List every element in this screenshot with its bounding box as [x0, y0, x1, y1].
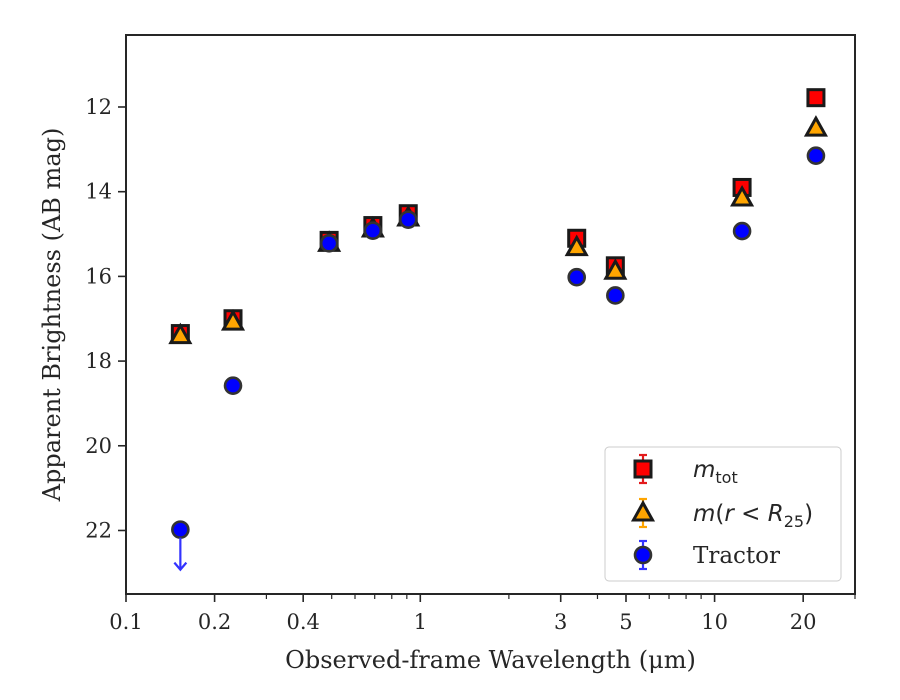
x-tick-label: 0.1 — [109, 610, 142, 634]
tractor-point — [732, 221, 752, 241]
plot-frame — [125, 34, 856, 595]
upper-limit-arrowhead — [173, 561, 188, 572]
y-tick-label: 18 — [85, 349, 112, 373]
y-axis-label: Apparent Brightness (AB mag) — [38, 128, 66, 503]
y-tick-label: 22 — [85, 518, 112, 542]
tractor-point — [223, 376, 243, 395]
legend-marker — [630, 499, 656, 522]
m-r25-point — [564, 234, 589, 257]
x-tick-label: 0.2 — [198, 610, 231, 634]
x-tick-label: 10 — [701, 610, 728, 634]
tractor-point — [171, 520, 190, 539]
m-r25-point — [220, 309, 246, 331]
tractor-point — [363, 221, 383, 240]
x-tick-label: 5 — [619, 610, 632, 634]
tractor-point — [806, 146, 826, 165]
m-r25-point — [603, 258, 628, 280]
tractor-point — [567, 267, 587, 287]
y-tick-label: 14 — [85, 180, 112, 204]
y-tick-label: 20 — [85, 434, 112, 458]
m-r25-point — [168, 322, 193, 345]
m-tot-point — [806, 88, 826, 108]
x-tick-label: 0.4 — [286, 610, 319, 634]
x-tick-label: 1 — [414, 610, 427, 634]
legend-entry — [633, 453, 653, 485]
legend: mtot m(r < R25) Tractor — [604, 446, 842, 582]
legend-label-tractor: Tractor — [693, 543, 780, 569]
x-tick-label: 20 — [790, 610, 817, 634]
tractor-point — [398, 210, 418, 229]
m-r25-point — [803, 115, 828, 137]
series-tractor — [171, 146, 826, 572]
y-tick-label: 16 — [85, 264, 112, 288]
x-tick-label: 3 — [554, 610, 567, 634]
m-r25-point — [730, 184, 755, 207]
legend-entry — [633, 539, 653, 571]
legend-marker — [633, 459, 653, 479]
tractor-point — [606, 286, 625, 305]
data-points — [168, 88, 828, 572]
tractor-point — [319, 234, 339, 253]
legend-box — [604, 446, 842, 582]
axis-ticks: 0.1 0.2 0.4 1 3 5 10 20 12 14 16 18 20 22 — [85, 95, 856, 634]
legend-entry — [630, 497, 656, 529]
x-axis-label: Observed-frame Wavelength (μm) — [285, 646, 696, 674]
y-tick-label: 12 — [85, 95, 112, 119]
legend-entries — [630, 453, 656, 571]
legend-marker — [633, 545, 653, 565]
